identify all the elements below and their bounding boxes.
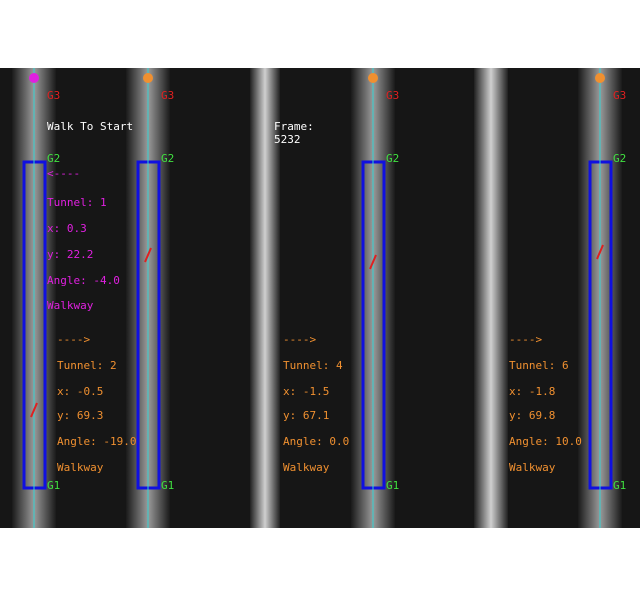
tunnel-info: x: -1.8	[509, 385, 555, 398]
tunnel-info: Tunnel: 2	[57, 359, 117, 372]
fly-marker	[144, 247, 152, 263]
fly-marker	[369, 254, 377, 270]
tunnel-info: Walkway	[283, 461, 330, 474]
tunnel-info: Walkway	[509, 461, 556, 474]
tunnel-info: Angle: -4.0	[47, 274, 120, 287]
marker-dot	[143, 73, 153, 83]
gate-label: G3	[613, 89, 626, 102]
tunnel-info: Angle: 0.0	[283, 435, 349, 448]
tunnel-info: <----	[47, 167, 80, 180]
gate-label: G1	[47, 479, 60, 492]
gate-label: G2	[613, 152, 626, 165]
gate-label: G2	[161, 152, 174, 165]
frame-background	[0, 68, 640, 528]
gate-label: G3	[47, 89, 60, 102]
tunnel-info: x: -0.5	[57, 385, 103, 398]
tunnel-info: ---->	[57, 333, 90, 346]
tunnel-info: Tunnel: 4	[283, 359, 343, 372]
gate-label: G1	[161, 479, 174, 492]
tunnel-info: Tunnel: 1	[47, 196, 107, 209]
gate-label: G3	[161, 89, 174, 102]
tunnel-info: y: 69.3	[57, 409, 103, 422]
frame-label: Frame:	[274, 120, 314, 133]
tunnel-info: Walkway	[57, 461, 104, 474]
tunnel-info: y: 69.8	[509, 409, 555, 422]
marker-dot	[595, 73, 605, 83]
gate-label: G2	[47, 152, 60, 165]
status-text: Walk To Start	[47, 120, 133, 133]
tunnel-info: ---->	[283, 333, 316, 346]
tunnel-info: ---->	[509, 333, 542, 346]
gate-label: G1	[613, 479, 626, 492]
tunnel-info: Tunnel: 6	[509, 359, 569, 372]
tunnel-info: Walkway	[47, 299, 94, 312]
gate-label: G1	[386, 479, 399, 492]
marker-dot	[368, 73, 378, 83]
tunnel-info: Angle: -19.0	[57, 435, 136, 448]
gate-label: G2	[386, 152, 399, 165]
gate-label: G3	[386, 89, 399, 102]
tunnel-info: x: 0.3	[47, 222, 87, 235]
marker-dot	[29, 73, 39, 83]
fly-marker	[30, 402, 38, 418]
tunnel-info: Angle: 10.0	[509, 435, 582, 448]
frame-number: 5232	[274, 133, 301, 146]
fly-marker	[596, 244, 604, 260]
tunnel-info: y: 67.1	[283, 409, 329, 422]
tunnel-info: y: 22.2	[47, 248, 93, 261]
tunnel-info: x: -1.5	[283, 385, 329, 398]
